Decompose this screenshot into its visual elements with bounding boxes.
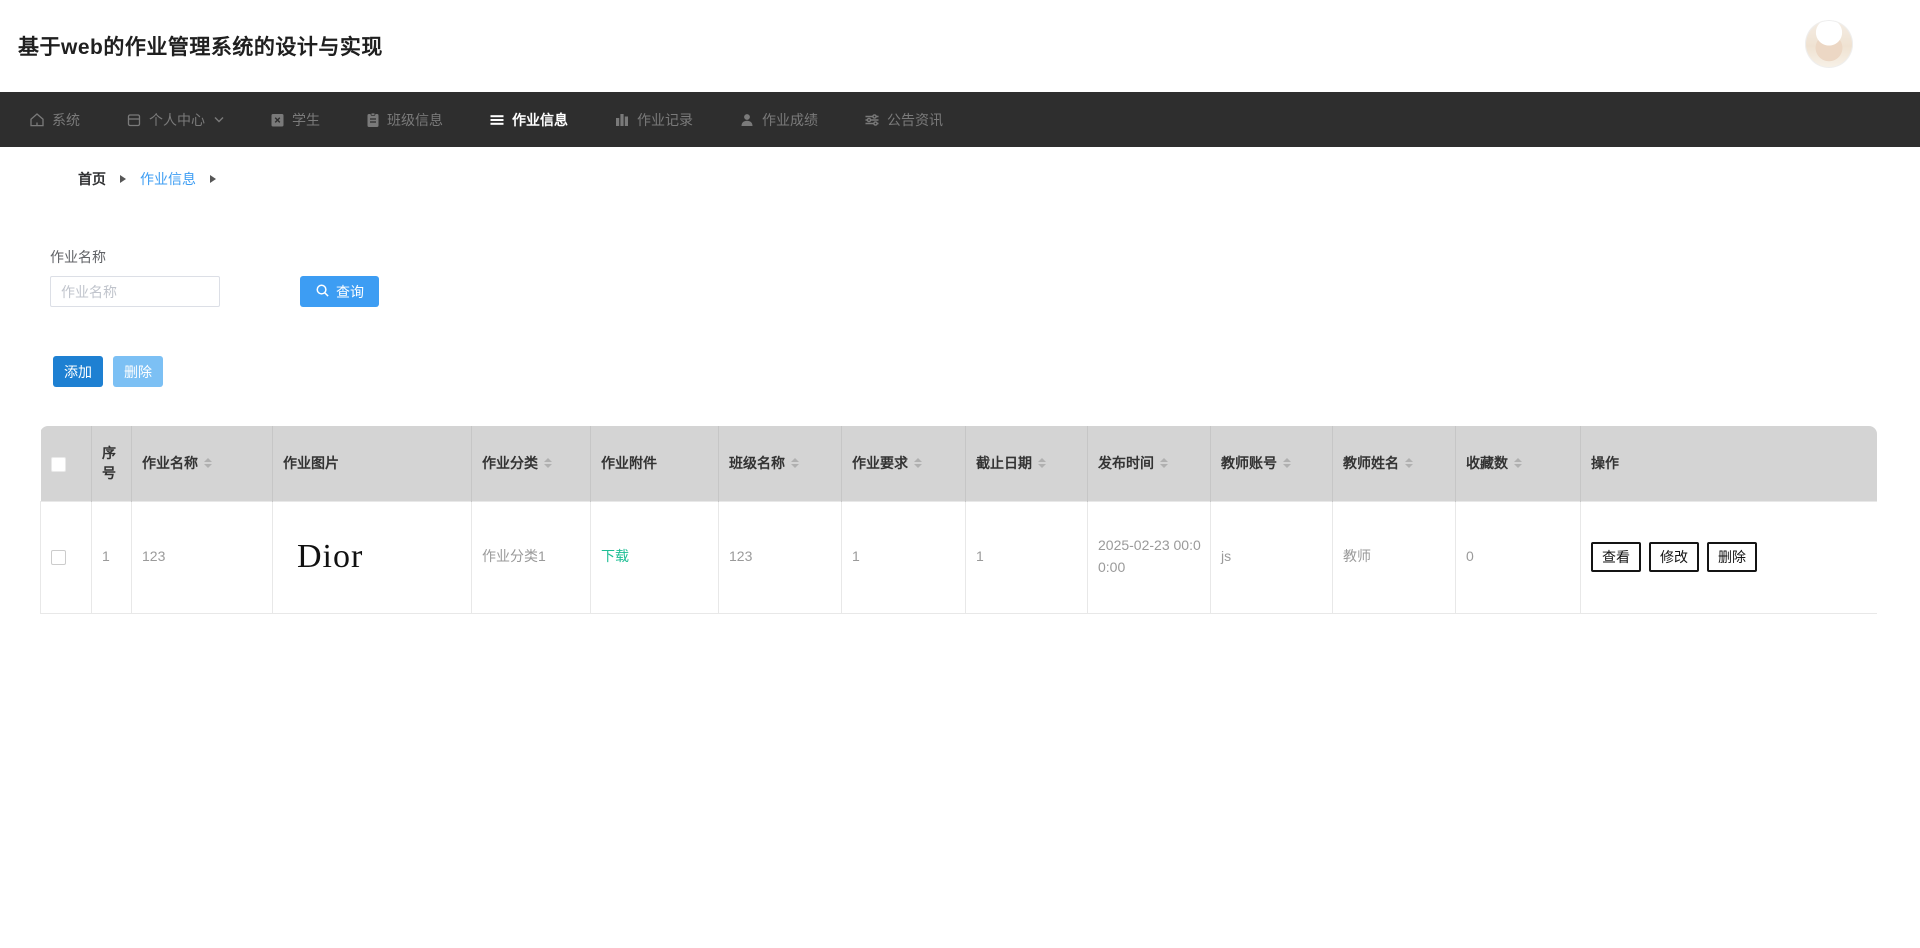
cell-teacher-name: 教师 [1332,500,1456,614]
records-icon [614,112,630,128]
cell-teacher-account: js [1210,500,1333,614]
home-icon [29,112,45,128]
nav-item-label: 公告资讯 [887,111,943,128]
nav-item-homework-grades[interactable]: 作业成绩 [739,110,818,130]
column-header-teacher-account[interactable]: 教师账号 [1210,426,1333,501]
breadcrumb-home[interactable]: 首页 [78,171,106,187]
cell-name: 123 [131,500,273,614]
edit-button[interactable]: 修改 [1649,542,1699,572]
column-header-publish-time[interactable]: 发布时间 [1087,426,1211,501]
sort-icon[interactable] [914,458,922,469]
cell-image: Dior [272,500,472,614]
column-header-seq: 序号 [91,426,132,501]
sort-icon[interactable] [1038,458,1046,469]
cell-category: 作业分类1 [471,500,591,614]
search-row: 查询 [50,276,1920,307]
nav-item-label: 作业成绩 [762,111,818,128]
list-icon [489,112,505,128]
cell-seq: 1 [91,500,132,614]
header-checkbox-cell [40,426,92,501]
top-header: 基于web的作业管理系统的设计与实现 [0,0,1920,92]
cell-actions: 查看 修改 删除 [1580,500,1877,614]
column-header-teacher-name[interactable]: 教师姓名 [1332,426,1456,501]
nav-item-homework-records[interactable]: 作业记录 [614,110,693,130]
nav-item-label: 个人中心 [149,111,205,128]
homework-image[interactable]: Dior [297,537,364,575]
homework-table: 序号 作业名称 作业图片 作业分类 作业附件 班级名称 作业要求 截止日期 发布… [40,426,1877,614]
main-navbar: 系统 个人中心 学生 班级信息 作业信息 作业记录 作业成绩 公告资讯 [0,92,1920,147]
nav-item-profile[interactable]: 个人中心 [126,110,224,130]
cell-publish-time: 2025-02-23 00:00:00 [1087,500,1211,614]
column-header-category[interactable]: 作业分类 [471,426,591,501]
user-icon [739,112,755,128]
column-header-deadline[interactable]: 截止日期 [965,426,1088,501]
cell-class: 123 [718,500,842,614]
clipboard-icon [366,112,380,128]
student-icon [270,112,285,128]
window-icon [126,112,142,128]
nav-item-classes[interactable]: 班级信息 [366,110,443,130]
sort-icon[interactable] [1514,458,1522,469]
column-header-class[interactable]: 班级名称 [718,426,842,501]
table-header-row: 序号 作业名称 作业图片 作业分类 作业附件 班级名称 作业要求 截止日期 发布… [40,426,1877,501]
nav-item-label: 班级信息 [387,111,443,128]
row-checkbox[interactable] [51,549,66,565]
view-button[interactable]: 查看 [1591,542,1641,572]
breadcrumb-current[interactable]: 作业信息 [140,171,196,187]
column-header-actions: 操作 [1580,426,1877,501]
breadcrumb-arrow-icon [120,175,126,183]
breadcrumb-arrow-icon [210,175,216,183]
nav-item-label: 作业记录 [637,111,693,128]
nav-item-system[interactable]: 系统 [29,110,80,130]
chevron-down-icon [214,116,224,123]
breadcrumb: 首页 作业信息 [78,169,1920,189]
column-header-name[interactable]: 作业名称 [131,426,273,501]
delete-button[interactable]: 删除 [113,356,163,387]
nav-item-announcements[interactable]: 公告资讯 [864,110,943,130]
add-button[interactable]: 添加 [53,356,103,387]
nav-item-label: 系统 [52,111,80,128]
page-title: 基于web的作业管理系统的设计与实现 [18,36,383,59]
row-checkbox-cell [40,500,92,614]
row-delete-button[interactable]: 删除 [1707,542,1757,572]
column-header-requirement[interactable]: 作业要求 [841,426,966,501]
nav-item-homework-info[interactable]: 作业信息 [489,110,568,130]
search-icon [315,283,330,301]
cell-requirement: 1 [841,500,966,614]
nav-item-label: 作业信息 [512,111,568,128]
search-button[interactable]: 查询 [300,276,379,307]
sliders-icon [864,112,880,128]
column-header-image: 作业图片 [272,426,472,501]
column-header-favorites[interactable]: 收藏数 [1455,426,1581,501]
search-label: 作业名称 [50,249,106,265]
search-button-label: 查询 [336,283,364,300]
sort-icon[interactable] [1160,458,1168,469]
nav-item-label: 学生 [292,111,320,128]
cell-attachment: 下载 [590,500,719,614]
select-all-checkbox[interactable] [50,456,66,472]
nav-item-students[interactable]: 学生 [270,110,320,130]
search-input[interactable] [50,276,220,307]
download-link[interactable]: 下载 [601,548,629,565]
column-header-attachment: 作业附件 [590,426,719,501]
cell-deadline: 1 [965,500,1088,614]
cell-favorites: 0 [1455,500,1581,614]
sort-icon[interactable] [1405,458,1413,469]
sort-icon[interactable] [544,458,552,469]
table-row: 1 123 Dior 作业分类1 下载 123 1 1 2025-02-23 0… [40,500,1877,614]
user-avatar[interactable] [1805,20,1853,68]
sort-icon[interactable] [1283,458,1291,469]
sort-icon[interactable] [791,458,799,469]
sort-icon[interactable] [204,458,212,469]
toolbar: 添加 删除 [53,356,1920,387]
